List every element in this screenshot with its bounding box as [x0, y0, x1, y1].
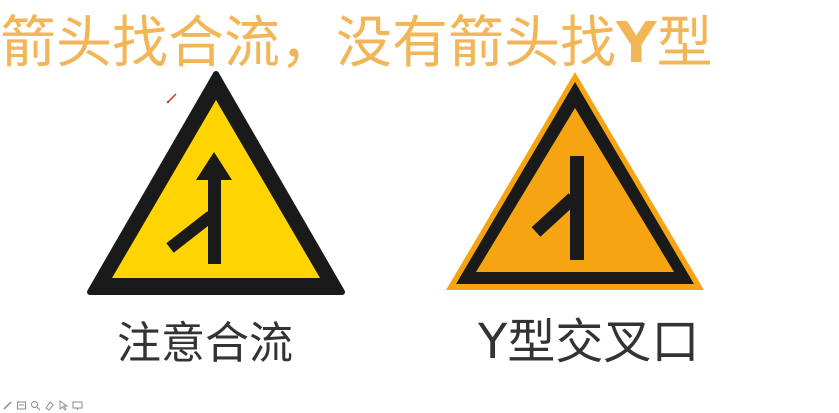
eraser-icon[interactable]	[44, 400, 55, 411]
headline-text-part2: Y	[616, 11, 657, 76]
slide-icon[interactable]	[16, 400, 27, 411]
presentation-toolbar	[2, 398, 83, 412]
merge-traffic-sign-icon	[87, 71, 345, 295]
headline-text-part3: 型	[656, 11, 713, 76]
screen-icon[interactable]	[72, 400, 83, 411]
y-junction-sign-icon	[446, 72, 704, 290]
main-road-line	[208, 178, 221, 264]
pen-cursor-icon	[166, 93, 177, 104]
branch-road-line	[531, 193, 578, 237]
headline: 箭头找合流，没有箭头找Y型	[0, 4, 839, 84]
merge-road-line	[166, 211, 215, 253]
pointer-icon[interactable]	[58, 399, 69, 411]
arrow-head	[196, 152, 232, 180]
main-road-line	[570, 156, 584, 260]
sign-caption-y-junction: Y型交叉口	[478, 314, 700, 370]
pen-icon[interactable]	[2, 400, 13, 411]
sign-caption-merge: 注意合流	[117, 318, 293, 369]
magnify-icon[interactable]	[30, 400, 41, 411]
headline-text-part1: 箭头找合流，没有箭头找	[0, 11, 616, 76]
